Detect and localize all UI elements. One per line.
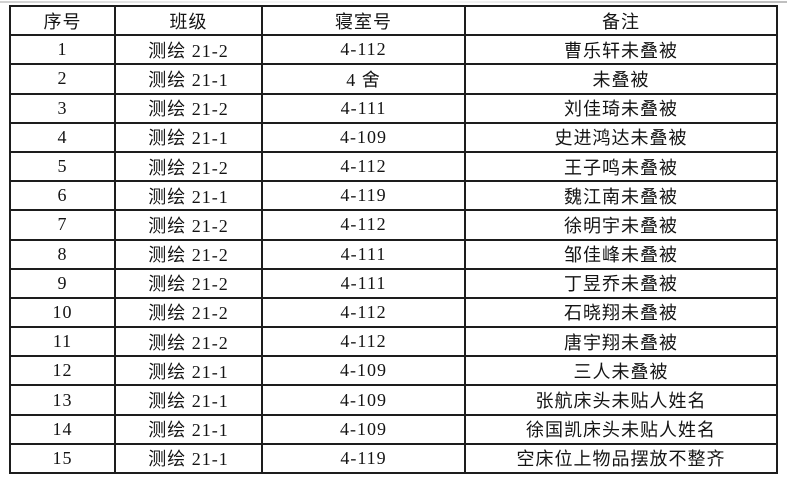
cell-room: 4-112 bbox=[261, 209, 466, 241]
table-row: 10 测绘 21-2 4-112 石晓翔未叠被 bbox=[9, 296, 778, 329]
cell-seq: 13 bbox=[9, 384, 116, 416]
cell-class: 测绘 21-1 bbox=[114, 180, 263, 212]
column-header-remark: 备注 bbox=[464, 4, 778, 37]
cell-class: 测绘 21-1 bbox=[114, 63, 263, 95]
cell-remark: 邹佳峰未叠被 bbox=[464, 238, 778, 270]
cell-room: 4-111 bbox=[261, 238, 466, 270]
scan-artifact-line bbox=[0, 1, 787, 3]
cell-room: 4-112 bbox=[261, 34, 466, 66]
cell-class: 测绘 21-1 bbox=[114, 355, 263, 387]
cell-class: 测绘 21-1 bbox=[114, 121, 263, 153]
cell-remark: 丁昱乔未叠被 bbox=[464, 267, 778, 299]
cell-room: 4-109 bbox=[261, 384, 466, 416]
cell-room: 4-119 bbox=[261, 442, 466, 475]
table-row: 3 测绘 21-2 4-111 刘佳琦未叠被 bbox=[9, 92, 778, 124]
cell-remark: 徐明宇未叠被 bbox=[464, 209, 778, 241]
cell-remark: 空床位上物品摆放不整齐 bbox=[464, 442, 778, 475]
table-row: 13 测绘 21-1 4-109 张航床头未贴人姓名 bbox=[9, 384, 778, 416]
cell-class: 测绘 21-1 bbox=[114, 413, 263, 445]
table-body: 1 测绘 21-2 4-112 曹乐轩未叠被 2 测绘 21-1 4 舍未叠被 3 测绘 21-… bbox=[9, 34, 778, 475]
cell-room: 4-109 bbox=[261, 121, 466, 153]
table-row: 14 测绘 21-1 4-109 徐国凯床头未贴人姓名 bbox=[9, 413, 778, 445]
cell-seq: 7 bbox=[9, 209, 116, 241]
cell-seq: 9 bbox=[9, 267, 116, 299]
cell-seq: 1 bbox=[9, 34, 116, 66]
cell-remark: 三人未叠被 bbox=[464, 355, 778, 387]
cell-seq: 11 bbox=[9, 326, 116, 358]
cell-seq: 8 bbox=[9, 238, 116, 270]
dorm-inspection-table: 序号 班级 寝室号 备注 1 测绘 21-2 4-112 曹乐轩未叠被 2 测绘 21-1 4 舍… bbox=[9, 4, 778, 475]
cell-seq: 6 bbox=[9, 180, 116, 212]
table-row: 1 测绘 21-2 4-112 曹乐轩未叠被 bbox=[9, 34, 778, 66]
header-row: 序号 班级 寝室号 备注 bbox=[9, 4, 778, 37]
cell-remark: 王子鸣未叠被 bbox=[464, 150, 778, 183]
cell-remark: 曹乐轩未叠被 bbox=[464, 34, 778, 66]
cell-seq: 3 bbox=[9, 92, 116, 124]
table-row: 9 测绘 21-2 4-111 丁昱乔未叠被 bbox=[9, 267, 778, 299]
cell-remark: 刘佳琦未叠被 bbox=[464, 92, 778, 124]
cell-remark: 张航床头未贴人姓名 bbox=[464, 384, 778, 416]
cell-room: 4-109 bbox=[261, 413, 466, 445]
cell-seq: 10 bbox=[9, 296, 116, 329]
cell-remark: 魏江南未叠被 bbox=[464, 180, 778, 212]
cell-room: 4-112 bbox=[261, 296, 466, 329]
table-row: 7 测绘 21-2 4-112 徐明宇未叠被 bbox=[9, 209, 778, 241]
cell-room: 4 舍 bbox=[261, 63, 466, 95]
cell-class: 测绘 21-2 bbox=[114, 34, 263, 66]
cell-remark: 未叠被 bbox=[464, 63, 778, 95]
cell-seq: 2 bbox=[9, 63, 116, 95]
cell-class: 测绘 21-1 bbox=[114, 442, 263, 475]
table-row: 4 测绘 21-1 4-109 史进鸿达未叠被 bbox=[9, 121, 778, 153]
column-header-seq: 序号 bbox=[9, 4, 116, 37]
cell-seq: 4 bbox=[9, 121, 116, 153]
table-row: 11 测绘 21-2 4-112 唐宇翔未叠被 bbox=[9, 326, 778, 358]
cell-remark: 石晓翔未叠被 bbox=[464, 296, 778, 329]
cell-remark: 唐宇翔未叠被 bbox=[464, 326, 778, 358]
cell-room: 4-109 bbox=[261, 355, 466, 387]
table-header: 序号 班级 寝室号 备注 bbox=[9, 4, 778, 37]
cell-class: 测绘 21-2 bbox=[114, 238, 263, 270]
cell-class: 测绘 21-2 bbox=[114, 267, 263, 299]
cell-seq: 15 bbox=[9, 442, 116, 475]
cell-room: 4-119 bbox=[261, 180, 466, 212]
cell-class: 测绘 21-2 bbox=[114, 209, 263, 241]
cell-seq: 14 bbox=[9, 413, 116, 445]
cell-remark: 史进鸿达未叠被 bbox=[464, 121, 778, 153]
table-row: 2 测绘 21-1 4 舍未叠被 bbox=[9, 63, 778, 95]
cell-class: 测绘 21-1 bbox=[114, 384, 263, 416]
cell-class: 测绘 21-2 bbox=[114, 296, 263, 329]
cell-class: 测绘 21-2 bbox=[114, 92, 263, 124]
cell-class: 测绘 21-2 bbox=[114, 326, 263, 358]
table-row: 5 测绘 21-2 4-112 王子鸣未叠被 bbox=[9, 150, 778, 183]
cell-room: 4-112 bbox=[261, 326, 466, 358]
cell-class: 测绘 21-2 bbox=[114, 150, 263, 183]
cell-room: 4-111 bbox=[261, 92, 466, 124]
cell-seq: 5 bbox=[9, 150, 116, 183]
column-header-room: 寝室号 bbox=[261, 4, 466, 37]
table-row: 15 测绘 21-1 4-119 空床位上物品摆放不整齐 bbox=[9, 442, 778, 475]
table-row: 8 测绘 21-2 4-111 邹佳峰未叠被 bbox=[9, 238, 778, 270]
table-row: 12 测绘 21-1 4-109 三人未叠被 bbox=[9, 355, 778, 387]
column-header-class: 班级 bbox=[114, 4, 263, 37]
cell-room: 4-111 bbox=[261, 267, 466, 299]
cell-seq: 12 bbox=[9, 355, 116, 387]
table-row: 6 测绘 21-1 4-119 魏江南未叠被 bbox=[9, 180, 778, 212]
cell-remark: 徐国凯床头未贴人姓名 bbox=[464, 413, 778, 445]
cell-room: 4-112 bbox=[261, 150, 466, 183]
